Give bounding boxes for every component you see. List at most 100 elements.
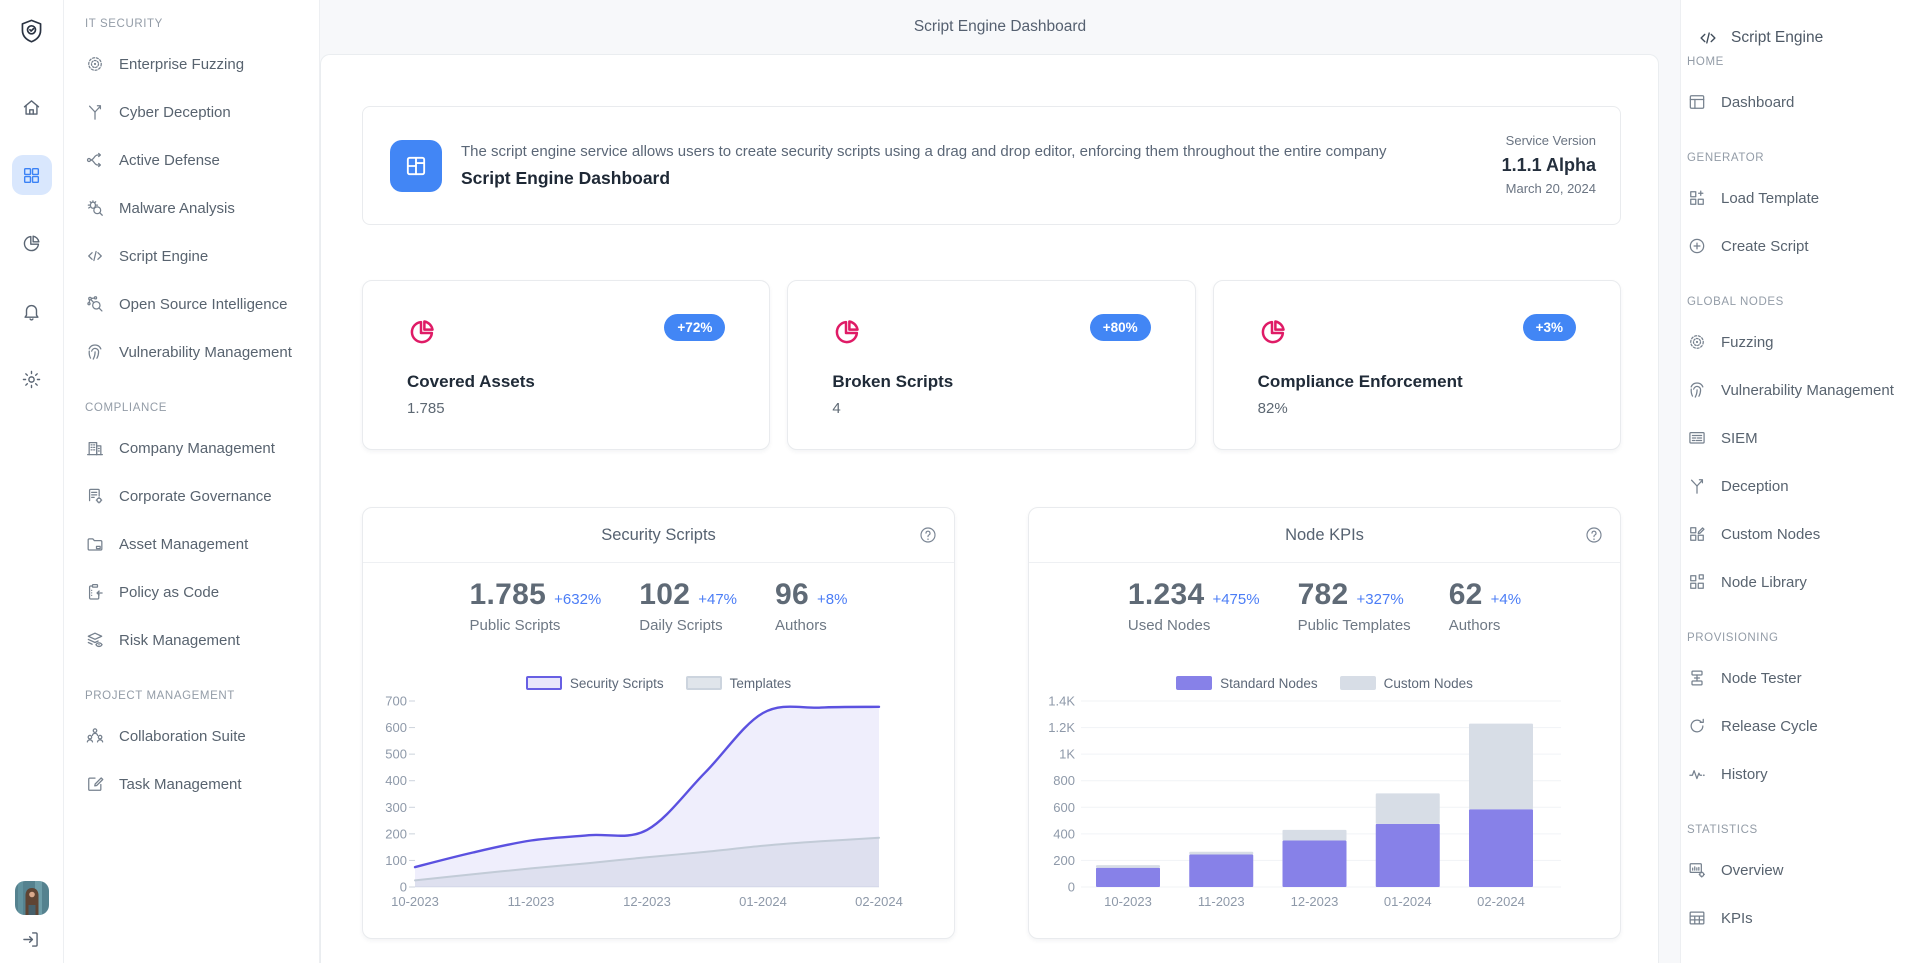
kpi-delta: +475% — [1212, 591, 1260, 608]
sidebar-item-open-source-intelligence[interactable]: Open Source Intelligence — [85, 280, 319, 328]
help-icon — [920, 527, 936, 543]
sidebar-item-company-management[interactable]: Company Management — [85, 424, 319, 472]
sidebar-item-vulnerability-management[interactable]: Vulnerability Management — [85, 328, 319, 376]
service-version-label: Service Version — [1505, 133, 1596, 149]
app-logo[interactable] — [12, 11, 52, 51]
home-icon — [23, 99, 40, 115]
code-icon — [1697, 27, 1719, 49]
gear-icon — [22, 370, 41, 388]
sidebar-item-cyber-deception[interactable]: Cyber Deception — [85, 88, 319, 136]
rightbar-item-label: Dashboard — [1721, 93, 1795, 111]
kpi-authors: 62 +4% Authors — [1449, 578, 1521, 634]
svg-text:300: 300 — [385, 800, 407, 815]
stat-value: 1.785 — [407, 400, 445, 417]
rail-button-apps-grid[interactable] — [11, 155, 52, 195]
rightbar-item-load-template[interactable]: Load Template — [1687, 174, 1920, 222]
sidebar-item-collaboration-suite[interactable]: Collaboration Suite — [85, 712, 319, 760]
sidebar-item-asset-management[interactable]: Asset Management — [85, 520, 319, 568]
kpi-used-nodes: 1.234 +475% Used Nodes — [1128, 578, 1260, 634]
rail-button-home[interactable] — [12, 87, 52, 127]
stat-badge: +80% — [1089, 314, 1151, 341]
rightbar-section-home: HOME Dashboard — [1687, 56, 1920, 126]
grid-plus-icon — [1690, 190, 1704, 205]
rightbar-item-label: History — [1721, 765, 1768, 783]
legend-swatch — [525, 676, 562, 690]
service-version-date: March 20, 2024 — [1505, 181, 1596, 197]
svg-text:800: 800 — [1053, 773, 1075, 788]
sidebar-item-task-management[interactable]: Task Management — [85, 760, 319, 808]
sidebar-item-label: Task Management — [119, 775, 242, 793]
svg-text:600: 600 — [1053, 800, 1075, 815]
stat-card-covered-assets: +72% Covered Assets 1.785 — [362, 280, 771, 450]
kpi-authors: 96 +8% Authors — [775, 578, 847, 634]
right-sidebar-header: Script Engine — [1687, 20, 1920, 56]
hero-title: Script Engine Dashboard — [461, 167, 671, 188]
sidebar-item-malware-analysis[interactable]: Malware Analysis — [85, 184, 319, 232]
pie-chart-icon — [23, 234, 40, 251]
rightbar-item-deception[interactable]: Deception — [1687, 462, 1920, 510]
dashboard-tile-icon — [406, 156, 426, 175]
sidebar-item-policy-as-code[interactable]: Policy as Code — [85, 568, 319, 616]
rightbar-item-dashboard[interactable]: Dashboard — [1687, 78, 1920, 126]
chart-kpi-row: 1.785 +632% Public Scripts 102 +47% Daily Scr… — [363, 578, 954, 634]
icon-rail — [0, 0, 64, 963]
legend-item-security-scripts[interactable]: Security Scripts — [525, 675, 664, 691]
stat-value: 4 — [832, 400, 841, 417]
sidebar-item-active-defense[interactable]: Active Defense — [85, 136, 319, 184]
rightbar-item-kpis[interactable]: KPIs — [1687, 894, 1920, 942]
rightbar-item-history[interactable]: History — [1687, 750, 1920, 798]
legend-label: Security Scripts — [569, 675, 664, 691]
sidebar-item-label: Corporate Governance — [119, 487, 272, 505]
rightbar-section-title: GLOBAL NODES — [1687, 296, 1784, 308]
rightbar-item-label: Vulnerability Management — [1721, 381, 1894, 399]
pie-chart-icon — [407, 317, 437, 347]
left-sidebar: IT SECURITY Enterprise Fuzzing Cyber Decep… — [64, 0, 320, 963]
rightbar-item-vulnerability-management[interactable]: Vulnerability Management — [1687, 366, 1920, 414]
rightbar-item-custom-nodes[interactable]: Custom Nodes — [1687, 510, 1920, 558]
sidebar-item-corporate-governance[interactable]: Corporate Governance — [85, 472, 319, 520]
rightbar-item-siem[interactable]: SIEM — [1687, 414, 1920, 462]
pie-chart-icon — [836, 320, 860, 344]
sidebar-item-enterprise-fuzzing[interactable]: Enterprise Fuzzing — [85, 40, 319, 88]
svg-text:01-2024: 01-2024 — [1384, 894, 1432, 909]
legend-item-standard-nodes[interactable]: Standard Nodes — [1176, 676, 1318, 691]
rail-button-bell[interactable] — [12, 291, 52, 331]
kpi-label: Used Nodes — [1127, 617, 1211, 634]
sidebar-item-label: Malware Analysis — [119, 199, 235, 217]
branch-icon — [88, 105, 102, 120]
kpi-value: 1.234 — [1127, 578, 1205, 611]
sidebar-section-project-management: PROJECT MANAGEMENT Collaboration Suite Tas… — [85, 690, 319, 808]
rail-button-gear[interactable] — [12, 359, 52, 399]
help-icon[interactable] — [918, 525, 938, 545]
rightbar-item-fuzzing[interactable]: Fuzzing — [1687, 318, 1920, 366]
help-icon[interactable] — [1584, 525, 1604, 545]
rightbar-item-label: Overview — [1721, 861, 1784, 879]
kpi-value: 1.785 — [469, 578, 547, 611]
kpi-public-scripts: 1.785 +632% Public Scripts — [470, 578, 602, 634]
chart-title: Security Scripts — [363, 508, 954, 563]
sidebar-item-script-engine[interactable]: Script Engine — [85, 232, 319, 280]
bug-search-icon — [87, 200, 103, 216]
logout-icon — [22, 932, 38, 947]
rightbar-item-node-tester[interactable]: Node Tester — [1687, 654, 1920, 702]
kpi-value: 782 — [1297, 578, 1349, 611]
user-avatar[interactable] — [14, 881, 49, 915]
svg-text:12-2023: 12-2023 — [1291, 894, 1339, 909]
logout-button[interactable] — [20, 929, 44, 953]
rail-button-pie-chart[interactable] — [12, 223, 52, 263]
legend-item-custom-nodes[interactable]: Custom Nodes — [1339, 676, 1473, 691]
sidebar-item-risk-management[interactable]: Risk Management — [85, 616, 319, 664]
legend-swatch — [685, 676, 722, 690]
rightbar-item-release-cycle[interactable]: Release Cycle — [1687, 702, 1920, 750]
rightbar-section-global-nodes: GLOBAL NODES Fuzzing Vulnerability Managem… — [1687, 296, 1920, 606]
shield-logo-icon — [21, 19, 42, 43]
avatar-photo — [14, 881, 49, 915]
rightbar-item-create-script[interactable]: Create Script — [1687, 222, 1920, 270]
stat-card-broken-scripts: +80% Broken Scripts 4 — [787, 280, 1196, 450]
legend-item-templates[interactable]: Templates — [685, 676, 791, 691]
kpi-delta: +47% — [698, 591, 738, 608]
rightbar-item-label: SIEM — [1721, 429, 1758, 447]
rightbar-item-node-library[interactable]: Node Library — [1687, 558, 1920, 606]
chart-legend: Standard Nodes Custom Nodes — [1029, 674, 1620, 692]
rightbar-item-overview[interactable]: Overview — [1687, 846, 1920, 894]
